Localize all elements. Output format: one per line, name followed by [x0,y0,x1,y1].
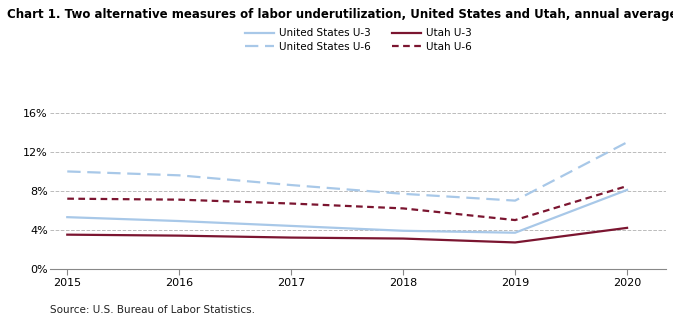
Text: Source: U.S. Bureau of Labor Statistics.: Source: U.S. Bureau of Labor Statistics. [50,305,256,315]
Text: Chart 1. Two alternative measures of labor underutilization, United States and U: Chart 1. Two alternative measures of lab… [7,8,673,21]
Legend: United States U-3, United States U-6, Utah U-3, Utah U-6: United States U-3, United States U-6, Ut… [245,28,472,52]
